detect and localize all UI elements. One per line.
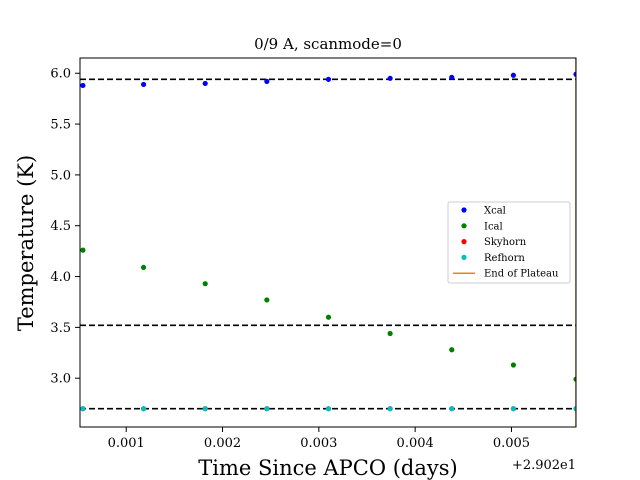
xcal-point bbox=[387, 75, 393, 81]
ical-point bbox=[573, 376, 576, 382]
legend-marker-xcal bbox=[461, 207, 467, 213]
x-tick-label: 0.003 bbox=[300, 436, 337, 451]
ical-point bbox=[80, 247, 86, 253]
ical-point bbox=[387, 330, 393, 337]
xcal-point bbox=[449, 74, 455, 80]
xcal-point bbox=[510, 72, 516, 78]
y-tick-label: 3.5 bbox=[50, 321, 71, 336]
y-tick-label: 6.0 bbox=[50, 67, 71, 82]
y-tick-label: 5.0 bbox=[50, 168, 71, 183]
y-tick-label: 4.0 bbox=[50, 270, 71, 285]
legend-label-ical: Ical bbox=[484, 221, 503, 232]
chart-title: 0/9 A, scanmode=0 bbox=[254, 35, 402, 53]
refhorn-point bbox=[573, 406, 576, 412]
refhorn-point bbox=[80, 406, 86, 412]
y-axis-label: Temperature (K) bbox=[14, 155, 38, 331]
legend-label-xcal: Xcal bbox=[484, 206, 506, 217]
x-tick-label: 0.005 bbox=[493, 436, 530, 451]
legend-marker-ical bbox=[461, 223, 467, 229]
legend-label-skyhorn: Skyhorn bbox=[484, 237, 527, 248]
axes-frame bbox=[79, 57, 577, 428]
y-tick-label: 5.5 bbox=[50, 118, 71, 133]
xcal-point bbox=[80, 82, 86, 89]
legend-marker-refhorn bbox=[461, 254, 467, 260]
ical-point bbox=[264, 297, 270, 303]
x-axis-label: Time Since APCO (days) bbox=[198, 456, 457, 480]
refhorn-point bbox=[264, 406, 270, 412]
legend: Xcal Ical Skyhorn Refhorn End of Plateau bbox=[447, 201, 571, 284]
xcal-point bbox=[140, 81, 147, 88]
y-tick-label: 3.0 bbox=[50, 372, 71, 387]
refhorn-point bbox=[140, 406, 147, 412]
refhorn-point bbox=[202, 406, 208, 412]
legend-label-refhorn: Refhorn bbox=[484, 253, 525, 264]
xcal-point bbox=[325, 76, 332, 82]
ical-point bbox=[140, 264, 147, 271]
legend-box bbox=[447, 201, 571, 284]
refhorn-point bbox=[325, 406, 332, 412]
ical-point bbox=[202, 281, 208, 287]
refhorn-point bbox=[387, 406, 393, 412]
x-tick-label: 0.001 bbox=[108, 436, 145, 451]
x-tick-label: 0.002 bbox=[204, 436, 241, 451]
refhorn-point bbox=[449, 406, 455, 412]
ical-point bbox=[325, 314, 332, 320]
x-offset-label: +2.902e1 bbox=[512, 458, 576, 473]
xcal-point bbox=[202, 80, 208, 87]
legend-label-end-of-plateau: End of Plateau bbox=[484, 269, 559, 280]
xcal-point bbox=[264, 78, 270, 84]
plot-content bbox=[80, 58, 576, 427]
y-tick-label: 4.5 bbox=[50, 219, 71, 234]
x-tick-label: 0.004 bbox=[397, 436, 434, 451]
refhorn-point bbox=[510, 406, 516, 412]
xcal-point bbox=[573, 71, 576, 77]
legend-marker-skyhorn bbox=[461, 239, 467, 245]
ical-point bbox=[510, 362, 516, 368]
axes: 0.001 0.002 0.003 0.004 0.005 3.0 3.5 4.0 4.5 5.0… bbox=[50, 57, 577, 451]
plot-area bbox=[80, 58, 576, 427]
ical-point bbox=[449, 347, 455, 353]
